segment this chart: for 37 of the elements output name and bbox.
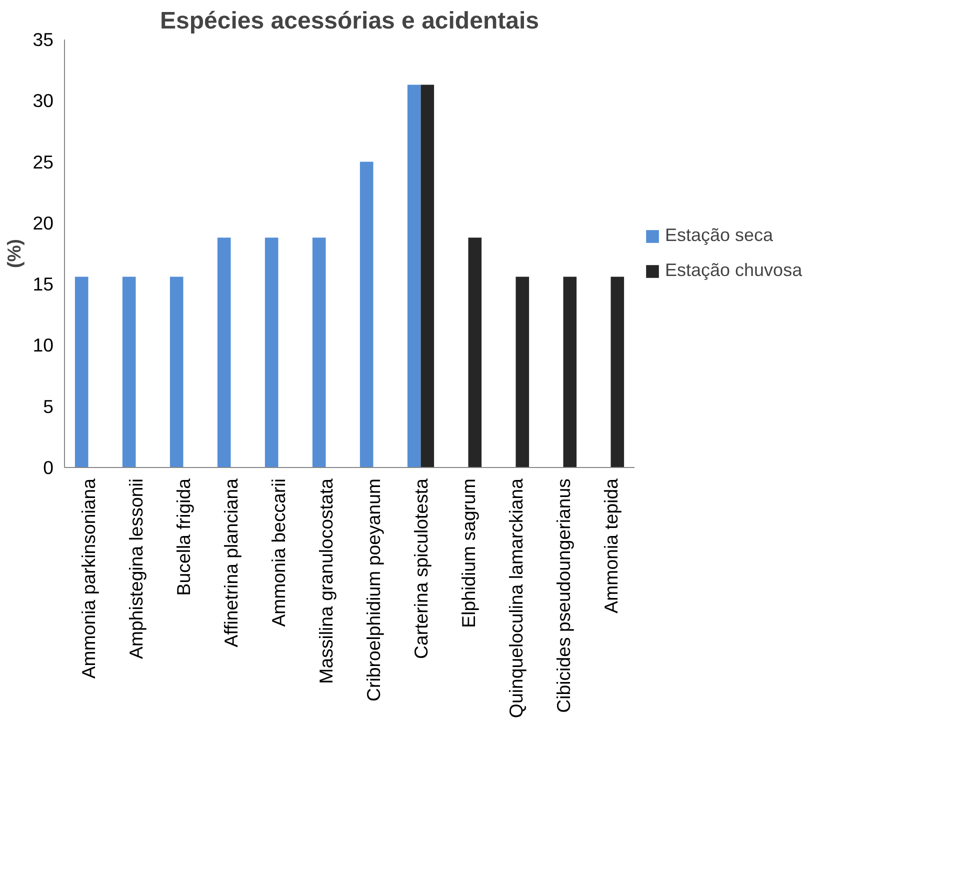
legend-label: Estação chuvosa xyxy=(665,260,802,281)
x-tick-label: Massilina granulocostata xyxy=(315,478,336,684)
x-tick-label: Affinetrina planciana xyxy=(220,478,242,648)
x-tick-label: Cribroelphidium poeyanum xyxy=(362,478,384,702)
bar xyxy=(563,276,577,468)
x-tick-label: Carterina spiculotesta xyxy=(410,478,432,659)
y-tick-label: 0 xyxy=(43,457,54,478)
y-tick-label: 30 xyxy=(32,90,54,112)
x-tick-label: Ammonia beccarii xyxy=(268,478,289,627)
bar xyxy=(74,276,88,468)
bar xyxy=(516,276,530,468)
bar xyxy=(610,276,624,468)
bar xyxy=(468,238,482,468)
x-tick-label: Ammonia parkinsoniana xyxy=(78,478,99,679)
x-tick-label: Amphistegina lessonii xyxy=(125,478,146,659)
bar xyxy=(122,276,136,468)
x-tick-label: Elphidium sagrum xyxy=(458,478,479,628)
x-tick-label: Ammonia tepida xyxy=(600,478,622,614)
bar xyxy=(170,276,184,468)
x-tick-label: Cibicides pseudoungerianus xyxy=(552,478,574,713)
y-tick-label: 35 xyxy=(32,29,54,50)
legend-label: Estação seca xyxy=(665,225,774,246)
bar xyxy=(360,162,374,468)
y-tick-label: 25 xyxy=(32,151,54,172)
y-axis-title: (%) xyxy=(4,238,25,268)
y-tick-label: 15 xyxy=(32,274,54,295)
bar xyxy=(264,238,278,468)
bar xyxy=(217,238,231,468)
y-tick-label: 10 xyxy=(32,334,54,356)
y-tick-label: 5 xyxy=(43,396,54,417)
bar xyxy=(420,84,434,468)
x-tick-label: Bucella frigida xyxy=(172,478,194,596)
bar xyxy=(312,238,326,468)
chart-title: Espécies acessórias e acidentais xyxy=(160,8,539,34)
bar xyxy=(407,84,421,468)
y-tick-label: 20 xyxy=(32,212,54,234)
x-tick-label: Quinqueloculina lamarckiana xyxy=(505,478,526,718)
